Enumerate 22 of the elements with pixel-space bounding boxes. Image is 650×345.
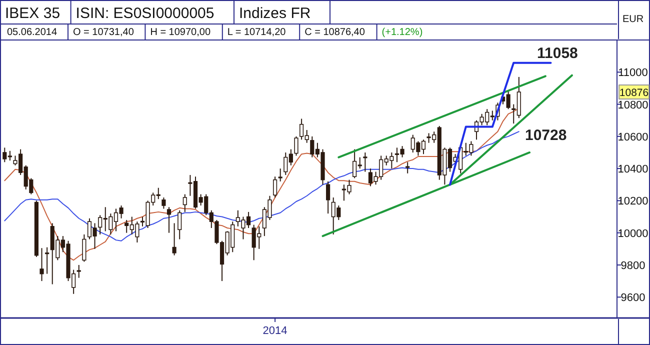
annotation: 11058 xyxy=(537,45,578,62)
annotation: 10728 xyxy=(525,127,567,144)
text: L = 10714,20 xyxy=(227,27,286,38)
text: H = 10970,00 xyxy=(150,27,211,38)
chart-title: IBEX 35 xyxy=(5,5,60,22)
text: 10876 xyxy=(619,87,649,99)
y-axis-title: EUR xyxy=(622,14,644,25)
text: O = 10731,40 xyxy=(73,27,134,38)
text: C = 10876,40 xyxy=(304,27,366,38)
y-tick-label: 10400 xyxy=(618,164,648,176)
text: 05.06.2014 xyxy=(7,27,58,38)
text: Indizes FR xyxy=(239,5,311,22)
y-tick-label: 10000 xyxy=(618,228,648,240)
y-tick-label: 10800 xyxy=(618,99,648,112)
x-tick-label: 2014 xyxy=(262,325,288,337)
y-tick-label: 10600 xyxy=(618,131,648,144)
y-tick-label: 9600 xyxy=(620,292,646,304)
chart-subtitle: ISIN: ES0SI0000005 xyxy=(76,5,214,22)
y-tick-label: 10200 xyxy=(618,196,648,208)
y-tick-label: 11000 xyxy=(618,67,648,80)
y-tick-label: 9800 xyxy=(620,260,646,272)
text: (+1.12%) xyxy=(382,27,423,38)
